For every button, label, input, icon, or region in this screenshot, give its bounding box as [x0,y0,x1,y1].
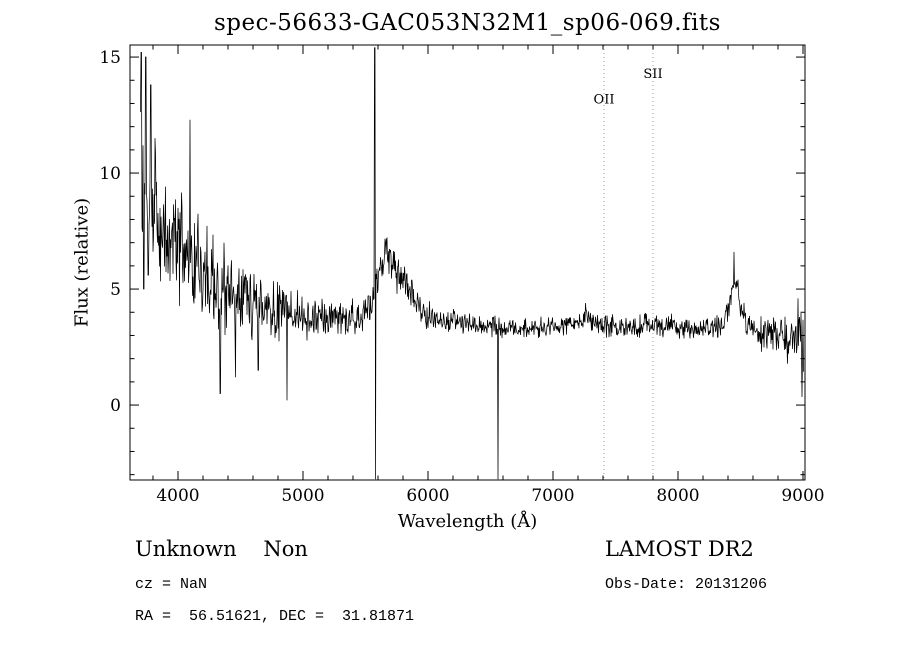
svg-text:SII: SII [643,67,662,82]
ra-dec-value: RA = 56.51621, DEC = 31.81871 [135,608,415,625]
svg-text:9000: 9000 [781,486,824,506]
cz-value: cz = NaN [135,576,208,593]
svg-text:6000: 6000 [406,486,449,506]
svg-text:15: 15 [99,48,121,68]
x-axis-label: Wavelength (Å) [397,511,538,532]
plot-title: spec-56633-GAC053N32M1_sp06-069.fits [214,10,721,36]
svg-text:5000: 5000 [281,486,324,506]
spectrum-plot: OII SII 4000 5000 6000 7000 8000 9000 0 5 10 15 [99,44,825,506]
obs-date-value: Obs-Date: 20131206 [605,576,768,593]
svg-text:8000: 8000 [656,486,699,506]
classification-label: Unknown Non [135,537,308,561]
svg-text:7000: 7000 [531,486,574,506]
svg-text:5: 5 [110,280,121,300]
svg-text:4000: 4000 [156,486,199,506]
svg-text:10: 10 [99,164,121,184]
survey-label: LAMOST DR2 [605,537,754,561]
svg-text:0: 0 [110,396,121,416]
svg-text:OII: OII [594,92,615,107]
